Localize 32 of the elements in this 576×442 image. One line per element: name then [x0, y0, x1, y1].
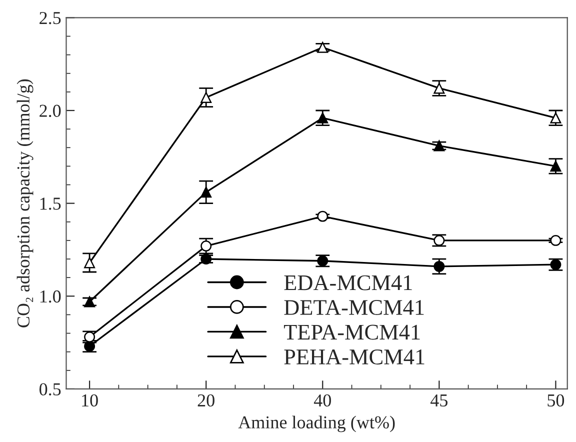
point [200, 186, 212, 198]
point [317, 255, 328, 266]
y-tick-label: 1.0 [40, 290, 61, 303]
x-tick-label: 10 [82, 394, 98, 407]
point [317, 112, 328, 124]
y-tick-label: 2.0 [40, 104, 61, 118]
y-tick-label: 2.5 [40, 12, 61, 24]
x-axis-title: Amine loading (wt%) [238, 416, 395, 432]
y-axis-title: CO₂ adsorption capacity (mmol/g) [16, 79, 34, 328]
point [200, 240, 212, 252]
legend-label: DETA-MCM41 [284, 300, 424, 315]
point [200, 254, 212, 264]
point [317, 210, 328, 222]
point [84, 257, 96, 268]
point [550, 112, 562, 124]
point [200, 92, 212, 103]
point [434, 260, 445, 272]
point [84, 340, 96, 352]
x-tick-label: 40 [314, 394, 331, 407]
point [84, 331, 96, 342]
point [84, 296, 96, 308]
x-tick-label: 50 [548, 394, 564, 407]
legend-label: TEPA-MCM41 [284, 324, 420, 340]
point [434, 140, 445, 152]
y-tick-label: 1.5 [40, 198, 61, 210]
legend-label: PEHA-MCM41 [284, 350, 424, 364]
point [550, 234, 562, 246]
legend-label: EDA-MCM41 [284, 275, 412, 290]
x-tick-label: 20 [198, 394, 214, 407]
y-tick-label: 0.5 [40, 383, 61, 396]
x-tick-label: 45 [430, 394, 448, 407]
point [317, 42, 328, 53]
